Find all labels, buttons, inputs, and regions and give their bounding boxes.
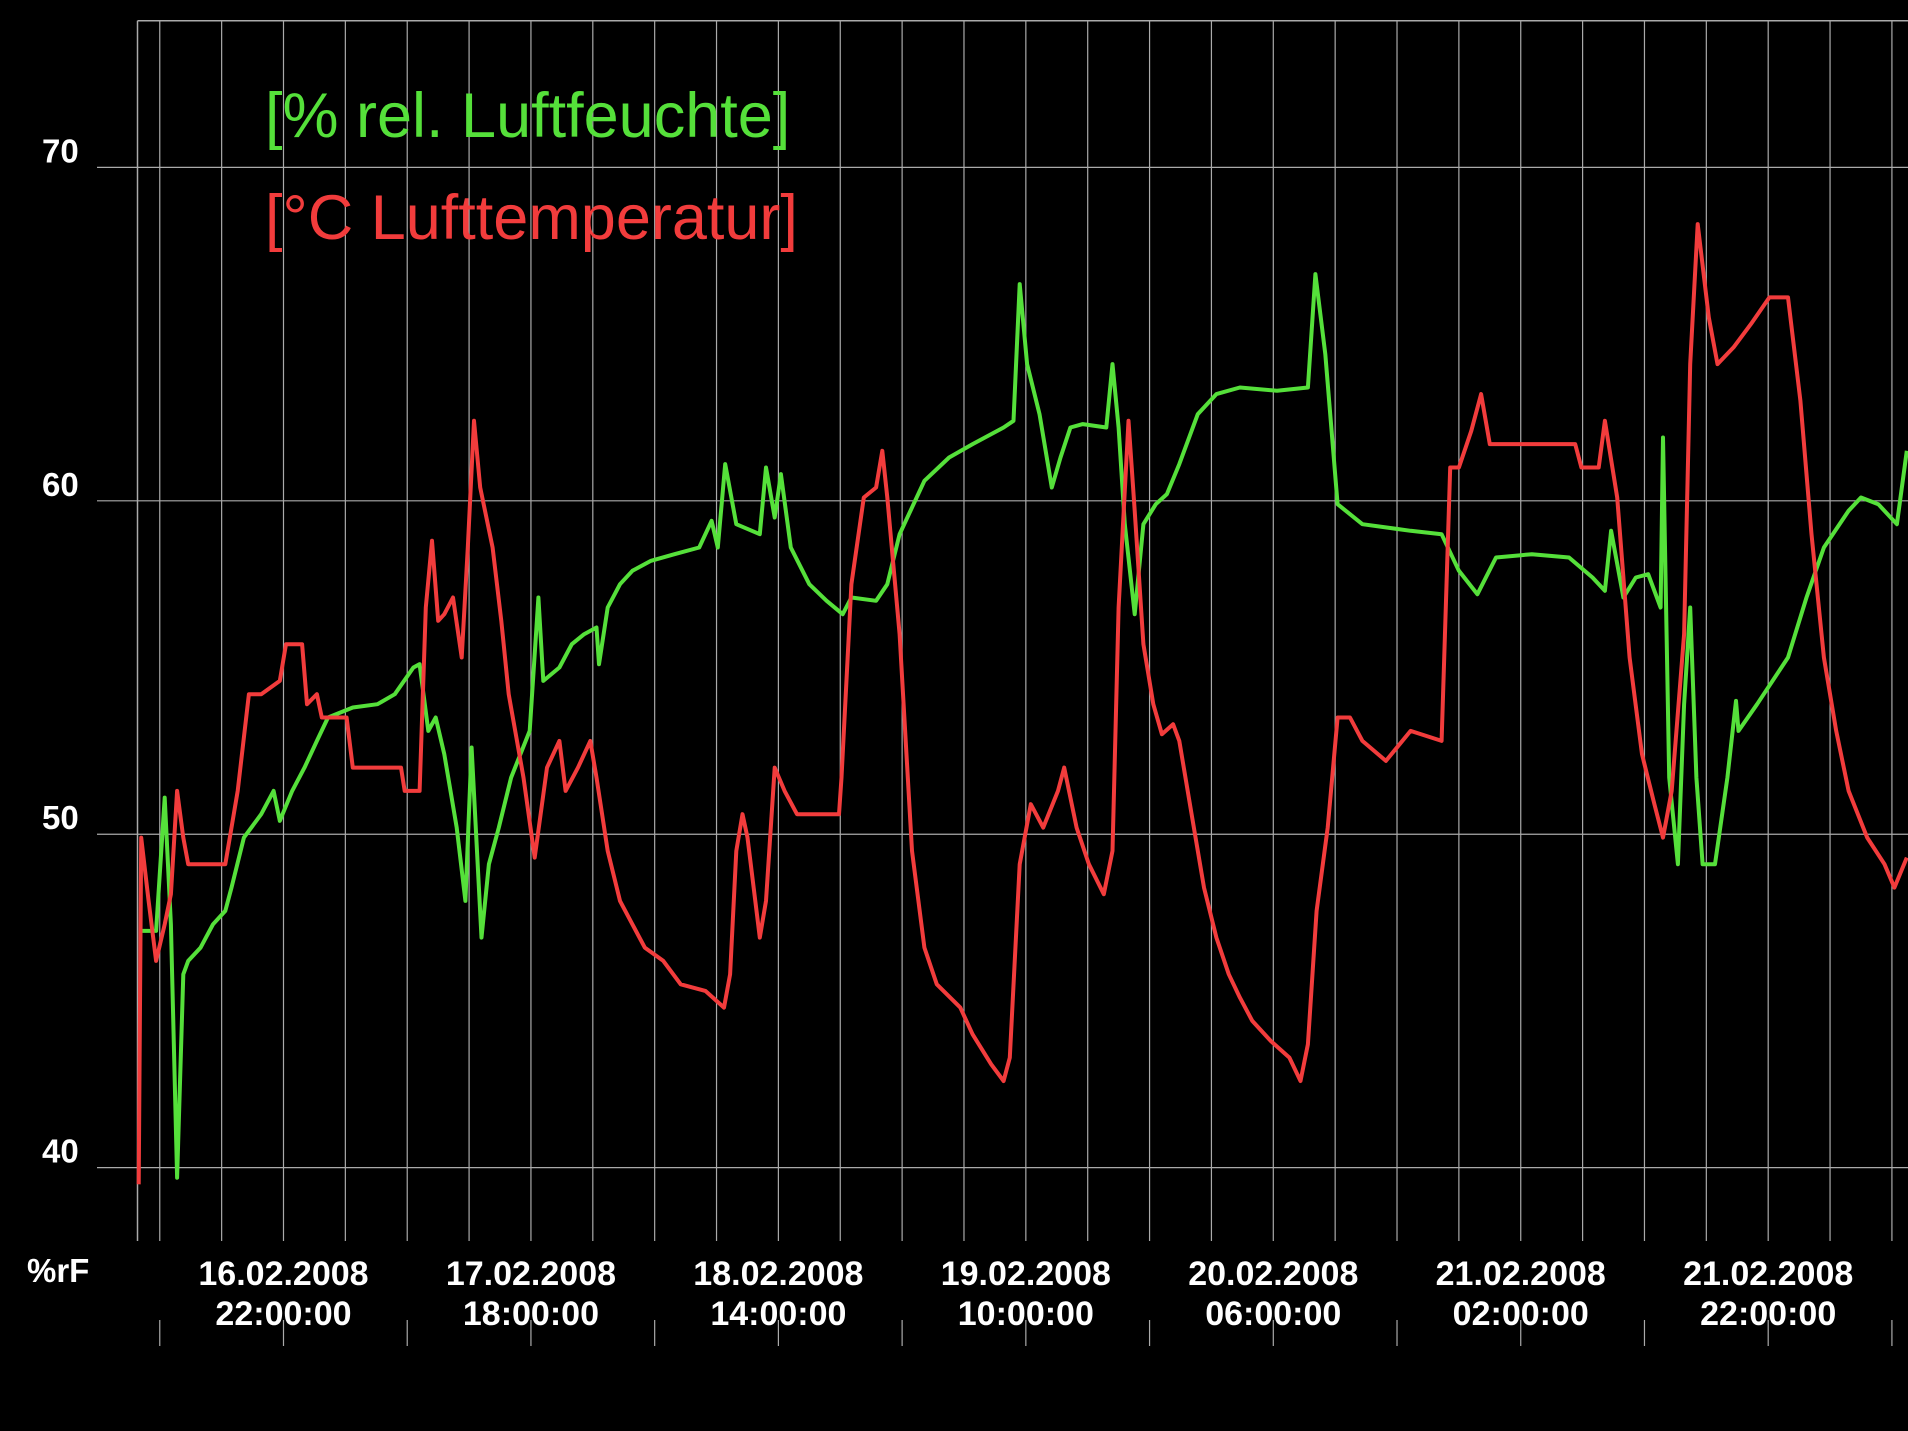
y-tick-label: 70 [42, 132, 79, 169]
series-line [140, 272, 1908, 1180]
x-tick-label: 19.02.2008 10:00:00 [940, 1255, 1111, 1333]
x-tick-label: 21.02.2008 02:00:00 [1435, 1255, 1606, 1333]
y-tick-label: 50 [42, 799, 79, 836]
x-tick-label: 16.02.2008 22:00:00 [198, 1255, 369, 1333]
x-tick-label: 17.02.2008 18:00:00 [445, 1255, 617, 1333]
y-axis-label: %rF [27, 1252, 89, 1289]
y-tick-label: 60 [42, 466, 79, 503]
legend-entry: [% rel. Luftfeuchte] [265, 81, 790, 151]
x-tick-label: 21.02.2008 22:00:00 [1683, 1255, 1854, 1333]
legend-entry: [°C Lufttemperatur] [265, 183, 798, 253]
series-line [136, 222, 1908, 1185]
x-tick-label: 20.02.2008 06:00:00 [1188, 1255, 1359, 1333]
y-tick-label: 40 [42, 1133, 79, 1170]
x-tick-label: 18.02.2008 14:00:00 [693, 1255, 864, 1333]
